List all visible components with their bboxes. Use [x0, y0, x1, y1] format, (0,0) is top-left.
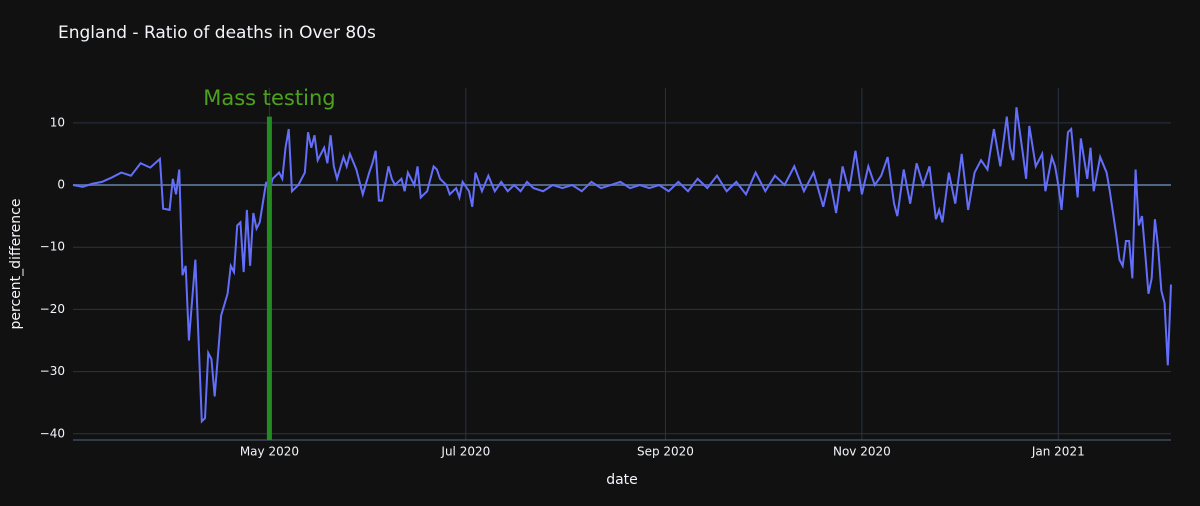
y-tick-label: −40	[40, 426, 65, 440]
y-tick-label: −10	[40, 240, 65, 254]
data-line	[72, 107, 1172, 424]
x-tick-label: Jul 2020	[440, 445, 490, 459]
y-tick-label: 0	[57, 178, 65, 192]
x-axis-title: date	[606, 472, 638, 488]
x-tick-label: Jan 2021	[1031, 445, 1085, 459]
y-tick-label: 10	[50, 115, 65, 129]
x-tick-label: Nov 2020	[833, 445, 891, 459]
y-axis-title: percent_difference	[8, 199, 24, 330]
y-tick-label: −20	[40, 302, 65, 316]
x-tick-label: Sep 2020	[637, 445, 694, 459]
annotation-label: Mass testing	[203, 86, 335, 110]
x-tick-label: May 2020	[240, 445, 299, 459]
y-tick-label: −30	[40, 364, 65, 378]
chart-title: England - Ratio of deaths in Over 80s	[58, 23, 376, 43]
